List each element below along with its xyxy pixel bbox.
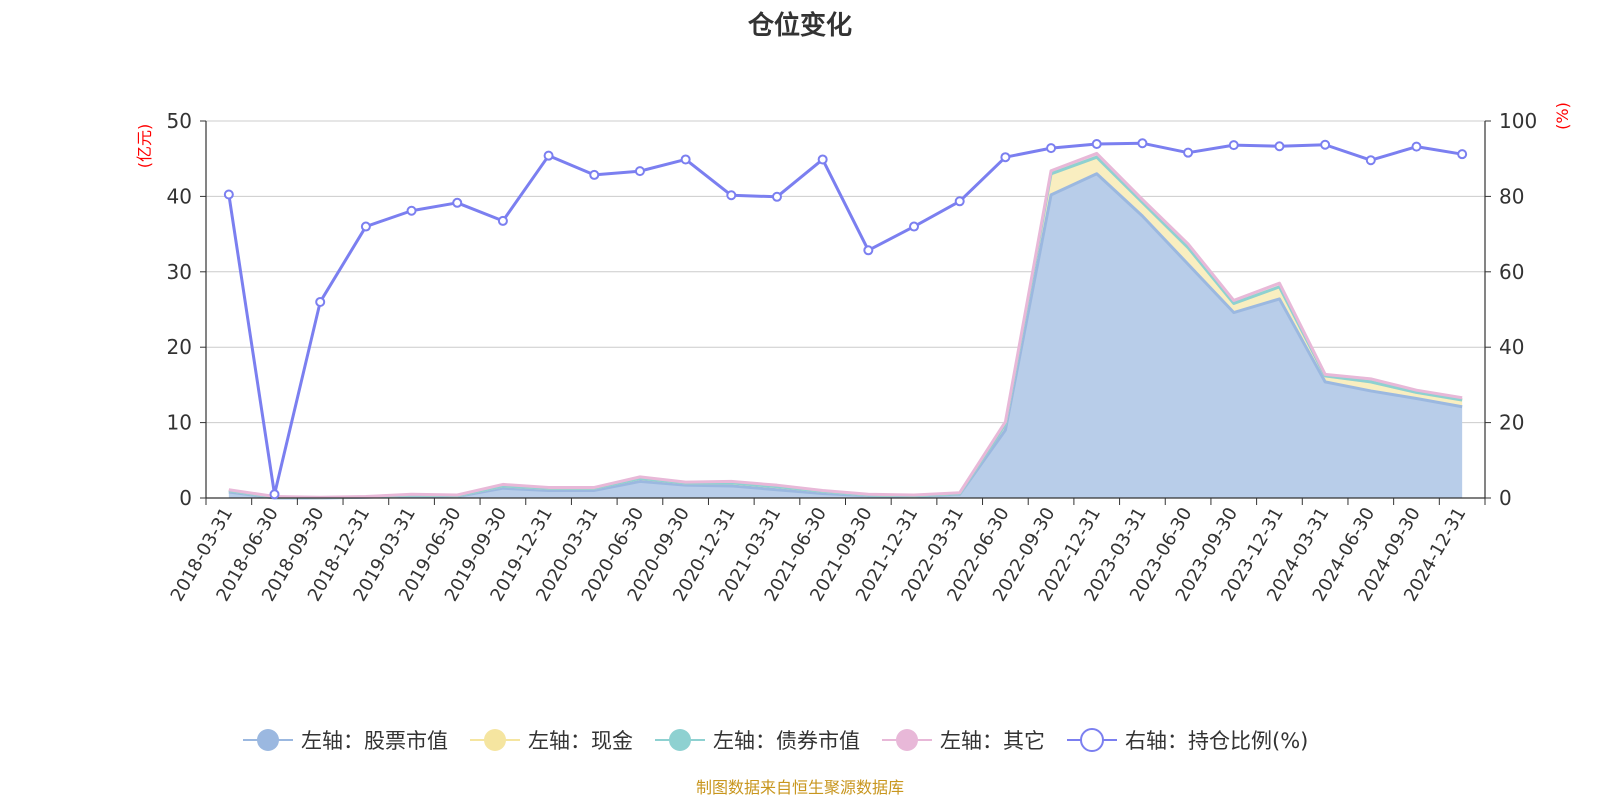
holding-ratio-point xyxy=(1091,139,1102,149)
legend-marker xyxy=(484,729,506,751)
right-axis-tick-label: 20 xyxy=(1499,411,1524,435)
holding-ratio-point xyxy=(543,150,554,161)
holding-ratio-point xyxy=(1000,152,1011,163)
right-axis-tick-label: 0 xyxy=(1499,486,1512,510)
ratio-line-layer xyxy=(223,138,1468,500)
legend-label: 右轴：持仓比例(%) xyxy=(1125,729,1308,753)
holding-ratio-point xyxy=(269,489,280,500)
holding-ratio-point xyxy=(1320,139,1331,150)
source-note: 制图数据来自恒生聚源数据库 xyxy=(696,778,904,797)
legend-marker xyxy=(669,729,691,751)
holding-ratio-point xyxy=(680,154,691,165)
holding-ratio-point xyxy=(452,197,463,208)
holding-ratio-point xyxy=(360,221,371,232)
holding-ratio-point xyxy=(315,296,326,307)
right-axis-tick-label: 100 xyxy=(1499,109,1537,133)
legend-marker xyxy=(1080,728,1104,752)
holding-ratio-point xyxy=(1046,143,1057,154)
left-axis-tick-label: 30 xyxy=(167,260,192,284)
left-axis-tick-label: 20 xyxy=(167,335,192,359)
legend-item: 左轴：现金 xyxy=(470,729,633,753)
right-axis-tick-label: 40 xyxy=(1499,335,1524,359)
area-edge-line xyxy=(228,151,1463,499)
holding-ratio-point xyxy=(863,245,874,256)
legend-label: 左轴：债券市值 xyxy=(713,729,860,753)
legend-item: 左轴：债券市值 xyxy=(655,729,860,753)
holding-ratio-point xyxy=(406,205,417,216)
chart-title: 仓位变化 xyxy=(747,10,852,41)
left-axis-tick-label: 0 xyxy=(179,486,192,510)
holding-ratio-point xyxy=(1457,149,1468,160)
holding-ratio-point xyxy=(817,154,828,165)
holding-ratio-point xyxy=(1228,140,1239,151)
legend-label: 左轴：股票市值 xyxy=(301,729,448,753)
holding-ratio-point xyxy=(634,166,645,177)
legend-label: 左轴：其它 xyxy=(940,729,1045,753)
holding-ratio-point xyxy=(954,196,965,207)
legend: 左轴：股票市值 左轴：现金 左轴：债券市值 左轴：其它 右轴：持仓比例(%) xyxy=(243,728,1308,753)
legend-marker xyxy=(257,729,279,751)
legend-label: 左轴：现金 xyxy=(528,729,633,753)
left-axis-tick-label: 40 xyxy=(167,184,192,208)
holding-ratio-point xyxy=(771,191,782,202)
right-axis-tick-label: 80 xyxy=(1499,184,1524,208)
legend-item: 左轴：其它 xyxy=(882,729,1045,753)
area-fill xyxy=(228,173,1463,498)
left-axis-tick-label: 10 xyxy=(167,411,192,435)
left-axis-tick-label: 50 xyxy=(167,109,192,133)
holding-ratio-point xyxy=(1411,141,1422,152)
area-series-layer xyxy=(228,151,1463,500)
holding-ratio-point xyxy=(726,190,737,201)
holding-ratio-point xyxy=(1183,147,1194,158)
legend-item: 右轴：持仓比例(%) xyxy=(1067,728,1308,753)
holding-ratio-point xyxy=(1274,141,1285,152)
legend-marker xyxy=(896,729,918,751)
holding-ratio-line xyxy=(227,141,1463,496)
holding-ratio-point xyxy=(1365,155,1376,166)
right-axis-tick-label: 60 xyxy=(1499,260,1524,284)
holding-ratio-point xyxy=(497,215,508,226)
holding-ratio-point xyxy=(909,221,920,232)
legend-item: 左轴：股票市值 xyxy=(243,729,448,753)
left-axis-unit: (亿元) xyxy=(135,124,154,169)
holding-ratio-point xyxy=(589,169,600,180)
right-axis-unit: (%) xyxy=(1553,102,1572,130)
holding-ratio-point xyxy=(1137,138,1148,149)
holding-ratio-point xyxy=(223,189,234,200)
